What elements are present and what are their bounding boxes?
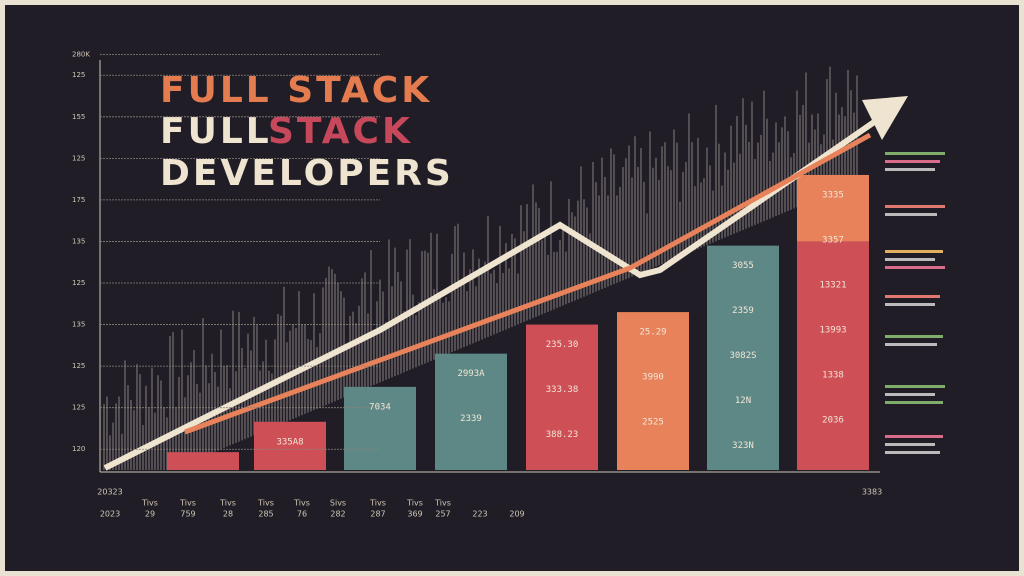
x-end-label: 3383 bbox=[862, 488, 882, 497]
bar-label: 3055 bbox=[732, 261, 754, 271]
x-label: Tivs bbox=[179, 499, 196, 508]
x-label: Tivs bbox=[293, 499, 310, 508]
x-label: 369 bbox=[407, 510, 422, 519]
y-tick-label: 125 bbox=[72, 154, 85, 162]
y-tick-label: 125 bbox=[72, 279, 85, 287]
bar-label: 2359 bbox=[732, 306, 754, 316]
bar bbox=[167, 452, 239, 470]
y-tick-label: 125 bbox=[72, 362, 85, 370]
bar-label: 12N bbox=[735, 396, 751, 406]
bar-label: 388.23 bbox=[546, 430, 579, 440]
x-label: 209 bbox=[509, 510, 524, 519]
y-tick-label: 135 bbox=[72, 237, 85, 245]
bar-label: 13993 bbox=[819, 325, 846, 335]
bar-label: 3990 bbox=[642, 373, 664, 383]
bar bbox=[254, 421, 326, 470]
x-label: 282 bbox=[330, 510, 345, 519]
bar bbox=[617, 312, 689, 470]
bar bbox=[797, 241, 869, 470]
x-label: Tivs bbox=[257, 499, 274, 508]
title-line: FULL bbox=[160, 111, 272, 152]
x-label: Tivs bbox=[219, 499, 236, 508]
y-tick-label: 280K bbox=[72, 50, 90, 58]
bar bbox=[344, 386, 416, 470]
x-label: 759 bbox=[180, 510, 195, 519]
bar-label: 1338 bbox=[822, 370, 844, 380]
y-tick-label: 125 bbox=[72, 404, 85, 412]
bar-segment bbox=[797, 174, 869, 242]
title-line: STACK bbox=[268, 111, 413, 152]
bar-label: 25.29 bbox=[639, 328, 666, 338]
x-label: 287 bbox=[370, 510, 385, 519]
legend-decoration bbox=[885, 152, 945, 454]
arrow-head bbox=[862, 96, 908, 140]
y-tick-label: 155 bbox=[72, 113, 85, 121]
bar-label: 323N bbox=[732, 441, 754, 451]
y-tick-label: 120 bbox=[72, 445, 85, 453]
trend-line bbox=[184, 132, 872, 435]
y-tick-label: 125 bbox=[72, 71, 85, 79]
x-label: 223 bbox=[472, 510, 487, 519]
bar-label: 2525 bbox=[642, 418, 664, 428]
y-tick-label: 175 bbox=[72, 196, 85, 204]
x-label: 2023 bbox=[100, 510, 120, 519]
x-label: 28 bbox=[223, 510, 233, 519]
bar-label: 3357 bbox=[822, 235, 844, 245]
x-label: 20323 bbox=[97, 488, 122, 497]
bar bbox=[526, 324, 598, 470]
bar-label: 13321 bbox=[819, 280, 846, 290]
bar-label: 2993A bbox=[457, 369, 485, 379]
title-line: DEVELOPERS bbox=[160, 153, 454, 194]
bar bbox=[435, 353, 507, 470]
x-label: 257 bbox=[435, 510, 450, 519]
x-label: Sivs bbox=[330, 499, 346, 508]
bar bbox=[707, 245, 779, 470]
bar-label: 2036 bbox=[822, 415, 844, 425]
x-label: Tivs bbox=[141, 499, 158, 508]
bar-label: 3335 bbox=[822, 190, 844, 200]
x-label: 76 bbox=[297, 510, 307, 519]
x-label: Tivs bbox=[369, 499, 386, 508]
x-label: 285 bbox=[258, 510, 273, 519]
bar-label: 3082S bbox=[729, 351, 756, 361]
title-line: FULL STACK bbox=[160, 70, 432, 111]
y-tick-label: 135 bbox=[72, 321, 85, 329]
bar-label: 7034 bbox=[369, 402, 391, 412]
bar-label: 333.38 bbox=[546, 385, 579, 395]
bar-label: 235.30 bbox=[546, 340, 579, 350]
bar-label: 335A8 bbox=[276, 437, 303, 447]
x-label: 29 bbox=[145, 510, 155, 519]
bar-label: 2339 bbox=[460, 414, 482, 424]
x-label: Tivs bbox=[434, 499, 451, 508]
trend-line bbox=[103, 115, 882, 471]
x-label: Tivs bbox=[406, 499, 423, 508]
